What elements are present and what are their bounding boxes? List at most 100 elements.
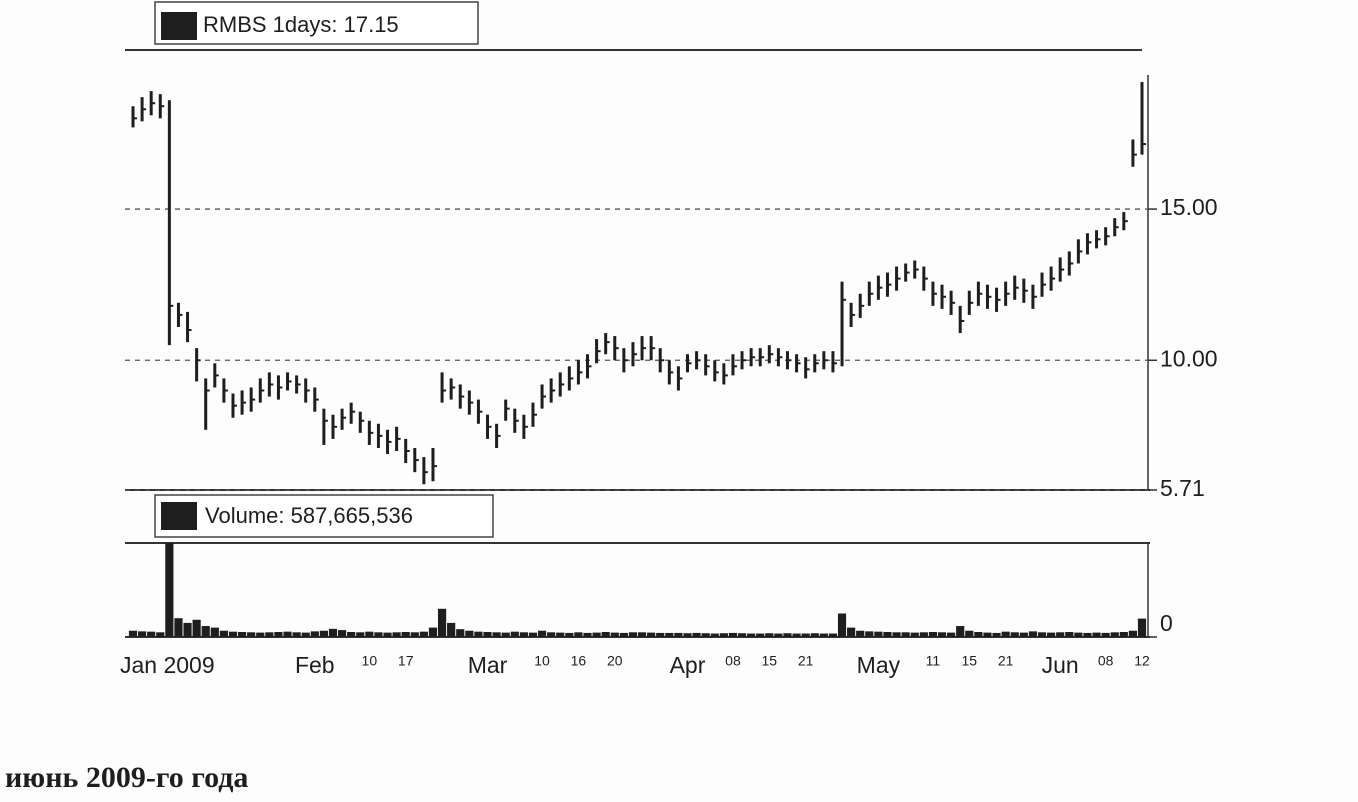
volume-bar — [1065, 631, 1074, 637]
ohlc-range — [1131, 139, 1135, 167]
volume-bar — [528, 632, 538, 637]
x-tick-label: 15 — [961, 653, 977, 669]
ohlc-range — [204, 378, 208, 430]
volume-bar — [819, 633, 828, 637]
volume-bar — [1037, 632, 1047, 637]
volume-bar — [401, 631, 410, 637]
x-tick-label: 21 — [798, 653, 814, 669]
volume-bar — [1137, 618, 1147, 637]
x-tick-label: Apr — [670, 652, 706, 678]
ohlc-range — [340, 408, 344, 430]
x-tick-label: May — [857, 652, 901, 678]
volume-bar — [892, 632, 901, 637]
volume-bar — [174, 618, 183, 637]
volume-bar — [1019, 632, 1028, 637]
volume-bar — [1001, 631, 1010, 637]
volume-bar — [556, 632, 565, 637]
volume-bar — [519, 632, 528, 637]
volume-bar — [265, 632, 274, 637]
x-tick-label: Jan 2009 — [120, 652, 215, 678]
volume-bar — [637, 632, 647, 637]
volume-bar — [828, 633, 838, 637]
volume-bar — [965, 630, 974, 637]
volume-bar — [692, 632, 701, 637]
volume-bar — [165, 543, 174, 637]
volume-bar — [383, 632, 392, 637]
volume-bar — [274, 631, 283, 637]
ohlc-range — [804, 357, 808, 379]
volume-bar — [837, 613, 847, 637]
volume-bar — [583, 632, 592, 637]
volume-bar — [1119, 631, 1128, 637]
volume-bar — [456, 629, 465, 637]
volume-bar — [365, 631, 374, 637]
volume-bar — [847, 627, 856, 637]
ohlc-range — [322, 408, 326, 445]
volume-bar — [474, 631, 483, 637]
volume-bar — [137, 631, 147, 637]
x-tick-label: Jun — [1042, 652, 1079, 678]
volume-bar — [537, 630, 547, 637]
volume-bar — [801, 633, 810, 637]
volume-bar — [774, 633, 783, 637]
volume-bar — [1010, 632, 1019, 637]
volume-bar — [147, 631, 156, 637]
volume-bar — [301, 632, 310, 637]
volume-bar — [1101, 632, 1110, 637]
ohlc-range — [195, 348, 199, 382]
volume-bar — [210, 627, 219, 637]
volume-bar — [956, 626, 965, 637]
ohlc-range — [713, 360, 717, 382]
volume-bar — [737, 633, 747, 637]
volume-legend-swatch — [161, 502, 197, 530]
volume-bar — [947, 632, 956, 637]
ohlc-range — [958, 305, 962, 334]
volume-bar — [610, 632, 619, 637]
ohlc-range — [186, 311, 190, 343]
y-tick-label: 10.00 — [1160, 345, 1218, 371]
volume-bar — [910, 632, 919, 637]
volume-bar — [719, 633, 728, 637]
volume-bar — [428, 627, 438, 637]
volume-bar — [437, 608, 447, 637]
volume-bar — [374, 632, 383, 637]
ohlc-range — [722, 363, 726, 385]
volume-bar — [1110, 632, 1119, 637]
ohlc-range — [604, 333, 608, 355]
volume-bar — [992, 632, 1001, 637]
volume-bar — [447, 622, 456, 637]
ohlc-range — [504, 399, 508, 421]
volume-bar — [1074, 632, 1083, 637]
volume-bar — [1092, 632, 1101, 637]
x-tick-label: Mar — [468, 652, 508, 678]
volume-bar — [647, 632, 656, 637]
x-tick-label: 17 — [398, 653, 414, 669]
ohlc-range — [167, 100, 171, 346]
ohlc-range — [440, 372, 444, 403]
volume-bar — [1083, 632, 1092, 637]
volume-bar — [747, 633, 756, 637]
volume-bar — [410, 632, 419, 637]
ohlc-range — [1140, 82, 1144, 155]
ohlc-range — [131, 106, 135, 128]
volume-bar — [628, 632, 638, 637]
volume-bar — [765, 633, 774, 637]
volume-bar — [492, 632, 501, 637]
volume-bar — [710, 633, 719, 637]
volume-bar — [228, 631, 238, 637]
volume-bar — [919, 632, 928, 637]
price-legend: RMBS 1days: 17.15 — [203, 12, 399, 37]
x-tick-label: 21 — [998, 653, 1014, 669]
x-tick-label: 08 — [725, 653, 741, 669]
volume-bar — [319, 630, 328, 637]
volume-bar — [810, 633, 819, 637]
volume-bar — [1128, 630, 1138, 637]
volume-bar — [310, 631, 319, 637]
ohlc-range — [422, 457, 426, 485]
volume-bar — [874, 631, 883, 637]
x-tick-label: 20 — [607, 653, 623, 669]
caption: июнь 2009-го года — [5, 761, 248, 794]
x-tick-label: 11 — [926, 653, 941, 669]
x-tick-label: 08 — [1098, 653, 1114, 669]
